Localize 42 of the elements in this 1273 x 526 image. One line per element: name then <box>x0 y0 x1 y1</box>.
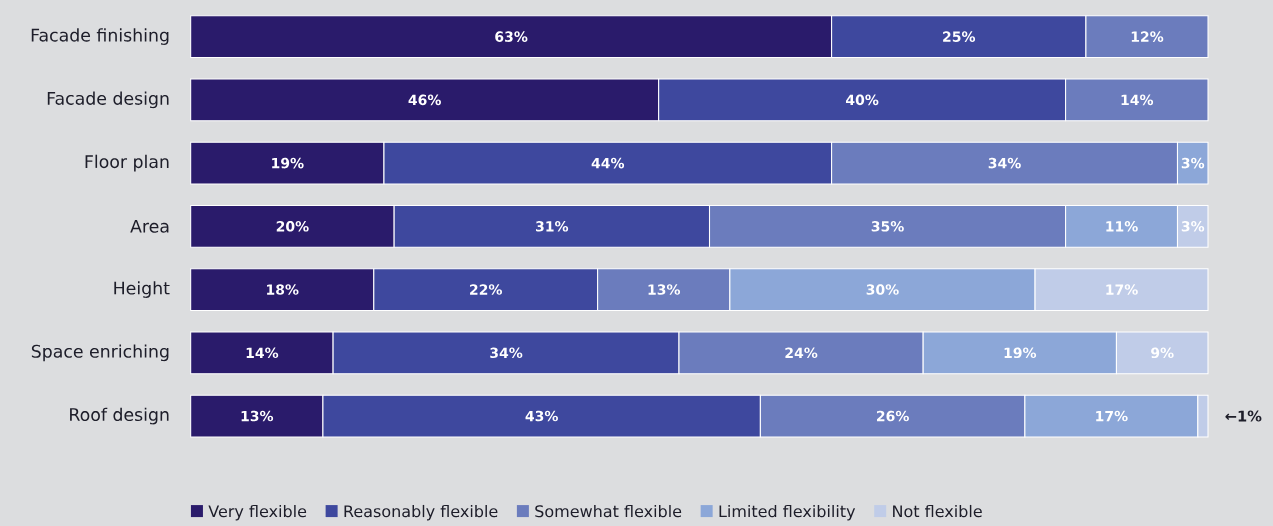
data-label: 20% <box>276 221 309 232</box>
data-label: 3% <box>1181 157 1205 169</box>
data-label: 9% <box>1151 347 1174 359</box>
data-label: 14% <box>246 347 279 359</box>
data-label: 63% <box>495 31 528 42</box>
data-label: 34% <box>490 347 523 359</box>
data-label: 24% <box>785 347 818 359</box>
data-label: 17% <box>1106 284 1138 295</box>
data-label: 46% <box>408 94 441 106</box>
data-label: 43% <box>525 410 558 422</box>
data-label: 26% <box>876 410 909 422</box>
y-tick-label: Height <box>114 281 170 298</box>
data-label: 13% <box>648 284 681 295</box>
data-label: 34% <box>988 157 1021 169</box>
data-label: 19% <box>272 157 304 169</box>
y-tick-label: Facade design <box>47 91 169 109</box>
data-label: 3% <box>1181 221 1205 232</box>
data-label: 44% <box>591 157 625 169</box>
y-tick-label: Roof design <box>70 407 169 425</box>
data-label: 35% <box>871 221 904 232</box>
legend-label: Somewhat flexible <box>535 504 682 518</box>
data-label: 12% <box>1131 31 1164 42</box>
annotation: ←1% <box>1225 410 1262 422</box>
data-label: 13% <box>241 410 274 422</box>
data-label: 30% <box>866 284 899 295</box>
legend-label: Limited flexibility <box>719 504 856 521</box>
data-label: 11% <box>1106 221 1138 232</box>
y-tick-label: Facade finishing <box>31 28 169 45</box>
data-label: 31% <box>536 221 569 232</box>
data-label: 19% <box>1004 347 1037 359</box>
legend-label: Not flexible <box>893 504 982 518</box>
legend-label: Reasonably flexible <box>344 504 498 521</box>
data-label: 18% <box>267 284 299 295</box>
data-label: 25% <box>943 31 976 42</box>
y-tick-label: Area <box>130 219 169 233</box>
data-label: 40% <box>845 94 879 106</box>
legend-label: Very flexible <box>208 504 307 521</box>
y-tick-label: Space enriching <box>31 344 169 362</box>
data-label: 14% <box>1121 94 1154 106</box>
y-tick-label: Floor plan <box>85 154 169 172</box>
data-label: 22% <box>470 284 503 295</box>
data-label: 17% <box>1096 410 1128 422</box>
